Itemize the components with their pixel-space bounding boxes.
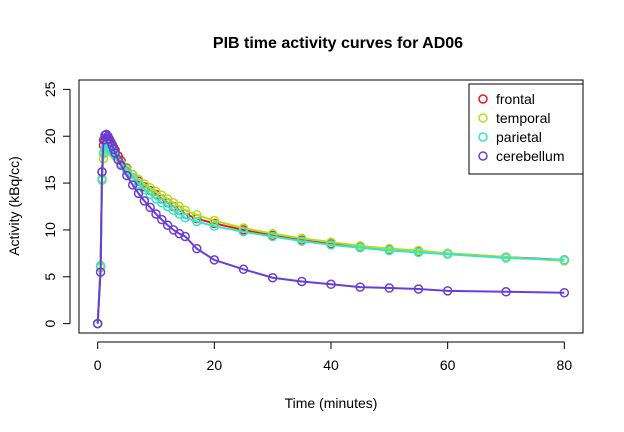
data-point-cerebellum bbox=[559, 287, 570, 298]
data-point-parietal bbox=[355, 242, 365, 253]
legend-label-cerebellum: cerebellum bbox=[496, 148, 564, 164]
y-tick-label: 0 bbox=[42, 320, 58, 328]
data-point-parietal bbox=[326, 240, 336, 250]
data-point-cerebellum bbox=[97, 167, 107, 177]
data-point-parietal bbox=[501, 253, 511, 263]
data-point-parietal bbox=[133, 179, 144, 189]
data-point-parietal bbox=[267, 231, 278, 242]
legend-marker-parietal bbox=[478, 132, 488, 142]
y-tick-label: 10 bbox=[42, 222, 58, 238]
data-point-cerebellum bbox=[95, 267, 106, 277]
legend-box bbox=[468, 83, 584, 175]
data-point-cerebellum bbox=[209, 255, 220, 265]
data-point-parietal bbox=[384, 245, 395, 256]
data-point-temporal bbox=[192, 210, 202, 220]
x-tick-label: 0 bbox=[94, 357, 102, 373]
data-point-cerebellum bbox=[116, 160, 126, 171]
y-tick-label: 25 bbox=[42, 81, 58, 97]
plot-area bbox=[78, 79, 584, 334]
data-point-cerebellum bbox=[297, 276, 307, 287]
data-point-cerebellum bbox=[139, 196, 150, 206]
x-tick-label: 20 bbox=[207, 357, 223, 373]
x-tick-label: 40 bbox=[323, 357, 339, 373]
data-point-cerebellum bbox=[384, 283, 395, 293]
data-point-parietal bbox=[559, 255, 570, 265]
y-tick-label: 5 bbox=[42, 273, 58, 281]
x-tick-label: 80 bbox=[557, 357, 573, 373]
data-point-temporal bbox=[267, 228, 278, 239]
data-point-cerebellum bbox=[133, 188, 144, 199]
y-tick-label: 15 bbox=[42, 175, 58, 191]
data-point-cerebellum bbox=[122, 170, 132, 181]
y-tick-label: 20 bbox=[42, 128, 58, 144]
y-axis: 0 5 10 15 20 25 bbox=[42, 81, 71, 328]
data-point-parietal bbox=[192, 216, 202, 227]
data-point-temporal bbox=[209, 215, 220, 226]
y-axis-label: Activity (kBq/cc) bbox=[6, 156, 22, 256]
x-axis-label: Time (minutes) bbox=[285, 395, 378, 411]
data-point-cerebellum bbox=[192, 243, 202, 254]
legend-label-parietal: parietal bbox=[496, 129, 542, 145]
data-point-parietal bbox=[145, 189, 155, 200]
legend-label-temporal: temporal bbox=[496, 110, 550, 126]
series-layer bbox=[92, 129, 570, 329]
chart-title: PIB time activity curves for AD06 bbox=[213, 35, 463, 52]
data-point-cerebellum bbox=[151, 209, 161, 219]
data-point-cerebellum bbox=[157, 214, 167, 225]
x-tick-label: 60 bbox=[440, 357, 456, 373]
legend: frontal temporal parietal cerebellum bbox=[468, 83, 584, 175]
data-point-cerebellum bbox=[145, 202, 155, 213]
data-point-cerebellum bbox=[180, 231, 190, 242]
series-line-temporal bbox=[96, 148, 565, 324]
legend-marker-temporal bbox=[478, 113, 488, 123]
data-point-parietal bbox=[442, 249, 453, 260]
data-point-frontal bbox=[209, 218, 220, 229]
series-line-cerebellum bbox=[96, 133, 565, 324]
data-point-cerebellum bbox=[162, 220, 173, 230]
data-point-cerebellum bbox=[501, 287, 511, 297]
data-point-cerebellum bbox=[442, 286, 453, 296]
data-point-cerebellum bbox=[101, 129, 112, 140]
data-point-cerebellum bbox=[326, 279, 336, 290]
legend-marker-frontal bbox=[478, 94, 488, 104]
data-point-cerebellum bbox=[238, 264, 249, 275]
data-point-cerebellum bbox=[355, 282, 365, 292]
x-axis: 0 20 40 60 80 bbox=[94, 341, 573, 373]
data-point-cerebellum bbox=[127, 180, 138, 190]
data-point-parietal bbox=[238, 227, 249, 237]
data-point-temporal bbox=[326, 237, 336, 247]
data-point-parietal bbox=[209, 221, 220, 231]
data-point-cerebellum bbox=[267, 272, 278, 283]
legend-marker-cerebellum bbox=[478, 151, 488, 161]
legend-label-frontal: frontal bbox=[496, 91, 535, 107]
data-point-parietal bbox=[297, 236, 307, 246]
data-point-cerebellum bbox=[413, 284, 424, 294]
data-point-cerebellum bbox=[113, 154, 123, 165]
data-point-parietal bbox=[413, 247, 424, 258]
data-point-cerebellum bbox=[92, 318, 103, 329]
data-point-temporal bbox=[297, 233, 307, 244]
data-point-parietal bbox=[180, 212, 190, 223]
series-cerebellum bbox=[92, 129, 570, 329]
data-point-cerebellum bbox=[174, 228, 185, 239]
